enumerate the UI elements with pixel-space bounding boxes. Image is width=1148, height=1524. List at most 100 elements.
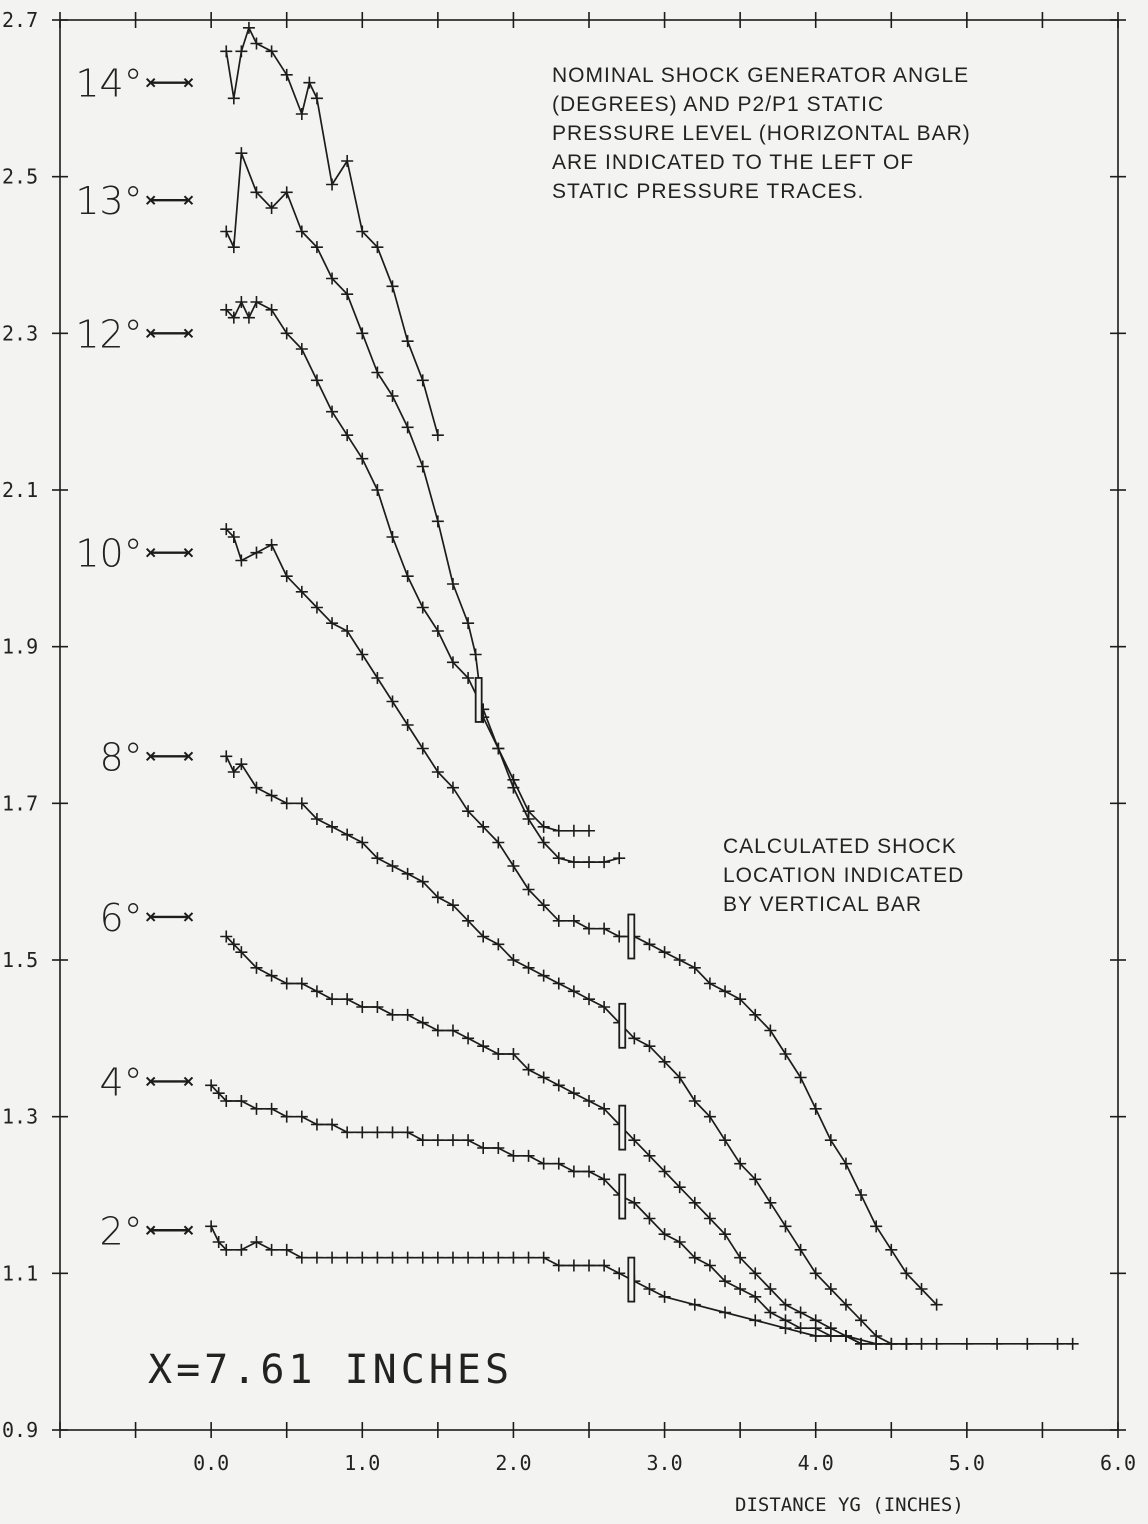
data-point	[341, 288, 354, 301]
data-point	[658, 1228, 671, 1241]
data-point	[220, 1243, 233, 1256]
data-point	[371, 1251, 384, 1264]
data-point	[341, 993, 354, 1006]
data-point	[416, 1016, 429, 1029]
data-point	[310, 813, 323, 825]
data-point	[839, 1298, 852, 1311]
data-point	[431, 891, 444, 904]
data-point	[688, 1251, 701, 1264]
data-point	[416, 1134, 429, 1147]
data-point	[250, 781, 263, 794]
plot-border	[59, 19, 1119, 1431]
data-point	[567, 985, 580, 998]
data-point	[356, 1001, 369, 1013]
y-tick-label: 2.3	[2, 321, 38, 345]
angle-label: 14°	[75, 62, 142, 106]
data-point	[356, 327, 369, 340]
data-point	[326, 405, 339, 418]
data-point	[371, 484, 384, 496]
data-point	[220, 225, 233, 238]
data-point	[688, 961, 701, 974]
x-tick-label: 4.0	[798, 1451, 834, 1475]
data-point	[824, 1283, 837, 1295]
data-point	[598, 922, 611, 935]
data-point	[1051, 1337, 1064, 1350]
data-point	[658, 1290, 671, 1303]
data-point	[356, 836, 369, 849]
data-point	[552, 977, 565, 990]
shock-note-line: BY VERTICAL BAR	[723, 893, 922, 916]
data-point	[477, 1040, 490, 1053]
data-point	[462, 672, 475, 684]
data-point	[310, 1118, 323, 1131]
data-point	[794, 1071, 807, 1084]
data-point	[280, 797, 293, 810]
pressure-traces	[205, 21, 1079, 1350]
data-point	[235, 946, 248, 959]
level-bar-cap	[183, 1076, 194, 1087]
data-point	[734, 1157, 747, 1170]
data-point	[749, 1173, 762, 1186]
data-point	[265, 538, 278, 551]
data-point	[598, 1173, 611, 1186]
data-point	[205, 1079, 218, 1092]
data-point	[537, 899, 550, 912]
data-point	[567, 856, 580, 869]
data-point	[719, 985, 732, 998]
x-tick-label: 6.0	[1100, 1451, 1136, 1475]
data-point	[446, 1134, 459, 1147]
data-point	[598, 1259, 611, 1272]
data-point	[703, 1259, 716, 1272]
data-point	[280, 570, 293, 583]
data-point	[265, 1102, 278, 1115]
y-tick-label: 1.9	[2, 635, 38, 659]
data-point	[688, 1298, 701, 1311]
data-point	[265, 969, 278, 982]
data-point	[779, 1322, 792, 1335]
level-bar-cap	[145, 751, 156, 762]
data-point	[220, 1095, 233, 1107]
data-point	[220, 930, 233, 943]
data-point	[673, 1181, 686, 1194]
data-point	[492, 1251, 505, 1264]
data-point	[900, 1267, 913, 1280]
data-point	[295, 977, 308, 990]
data-point	[583, 1095, 595, 1107]
level-bar-cap	[145, 77, 156, 88]
data-point	[779, 1048, 792, 1060]
data-point	[280, 186, 293, 199]
data-point	[613, 1267, 626, 1280]
data-point	[567, 1087, 580, 1100]
shock-bar	[618, 1173, 627, 1220]
data-point	[703, 1212, 716, 1225]
data-point	[341, 625, 354, 637]
data-point	[643, 938, 656, 951]
data-point	[915, 1283, 928, 1295]
angle-label: 2°	[99, 1209, 142, 1253]
data-point	[326, 1118, 339, 1131]
data-point	[552, 824, 565, 837]
data-point	[824, 1134, 837, 1147]
data-point	[386, 1008, 399, 1021]
data-point	[371, 1126, 384, 1139]
data-point	[673, 1236, 686, 1248]
pressure-trace	[225, 26, 439, 436]
angle-label: 10°	[75, 532, 142, 576]
data-point	[462, 805, 475, 818]
data-point	[462, 1251, 475, 1264]
data-point	[492, 836, 505, 849]
data-point	[386, 1251, 399, 1264]
station-label: X=7.61 INCHES	[148, 1347, 513, 1393]
data-point	[295, 343, 308, 355]
pressure-trace	[225, 935, 907, 1345]
data-point	[265, 202, 278, 214]
data-point	[401, 1126, 414, 1139]
data-point	[386, 280, 399, 293]
data-point	[235, 45, 248, 58]
data-point	[613, 852, 626, 865]
level-bar-cap	[145, 912, 156, 922]
y-tick-label: 1.3	[2, 1105, 38, 1129]
x-tick-label: 3.0	[647, 1451, 683, 1475]
data-point	[431, 429, 444, 442]
data-point	[356, 452, 369, 465]
